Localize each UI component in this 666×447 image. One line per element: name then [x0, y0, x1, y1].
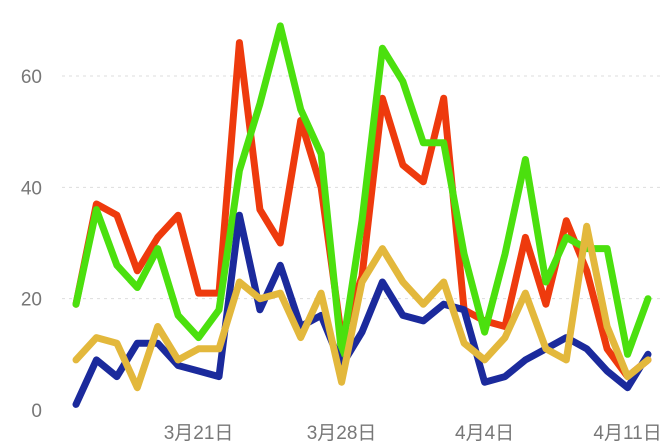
x-tick-label: 4月11日	[593, 423, 661, 444]
y-tick-label: 0	[31, 401, 42, 422]
y-tick-label: 20	[21, 290, 42, 311]
series-line-3	[72, 211, 652, 408]
x-tick-label: 4月4日	[455, 423, 514, 444]
grid-layer	[62, 75, 660, 300]
series-line-2	[72, 22, 652, 358]
y-axis-ticks: 0 20 40 60	[21, 67, 42, 422]
series-line-4	[72, 222, 652, 392]
x-tick-label: 3月28日	[307, 423, 377, 444]
y-tick-label: 60	[21, 67, 42, 88]
x-axis-ticks: 3月21日 3月28日 4月4日 4月11日	[164, 423, 662, 444]
y-tick-label: 40	[21, 178, 42, 199]
x-tick-label: 3月21日	[164, 423, 234, 444]
series-layer	[72, 22, 652, 408]
